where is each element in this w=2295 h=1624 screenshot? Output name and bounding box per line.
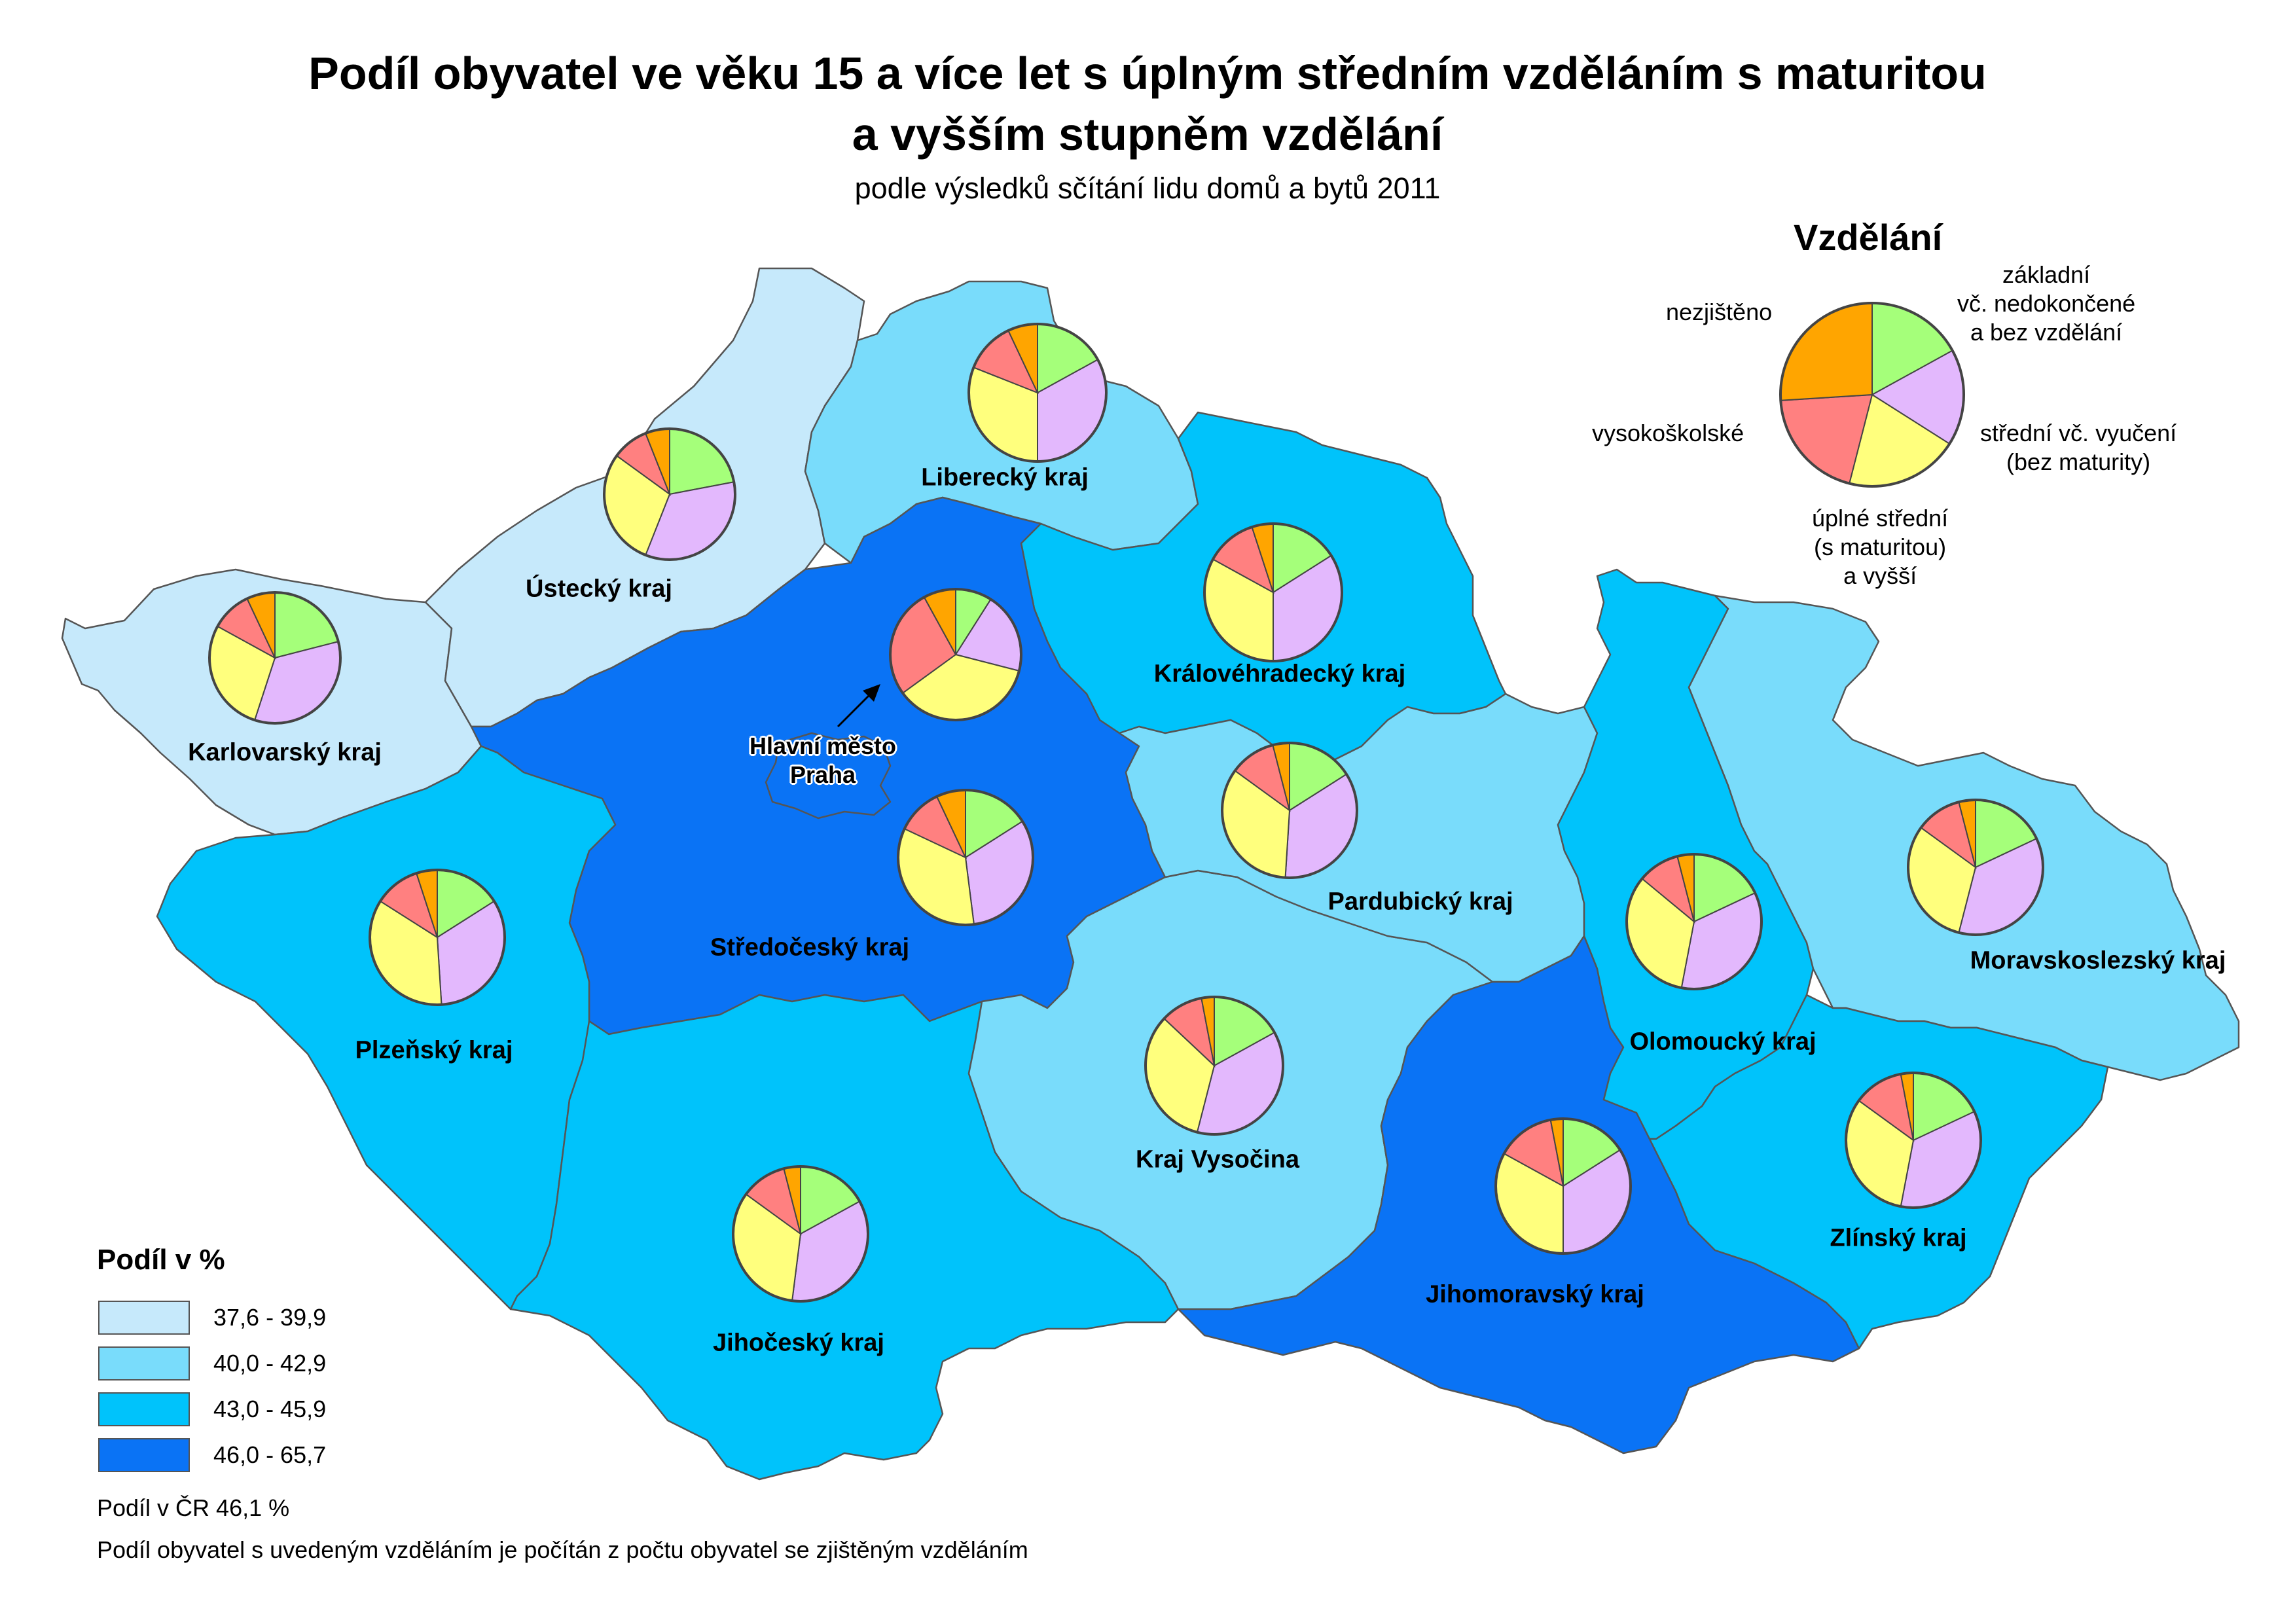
label-plzensky: Plzeňský kraj: [355, 1036, 513, 1064]
legend-swatch-1: [98, 1301, 190, 1335]
pie-legend-vysokoskolske: vysokoškolské: [1592, 419, 1744, 448]
pie-region-7-outline: [1221, 742, 1358, 879]
legend-text-2: 40,0 - 42,9: [213, 1350, 327, 1377]
legend-swatch-4: [98, 1438, 190, 1472]
label-stredocesky: Středočeský kraj: [710, 933, 910, 962]
pie-legend-chart-slice-nezjisteno: [1780, 302, 1873, 401]
label-pardubicky: Pardubický kraj: [1328, 888, 1513, 916]
pie-legend-title: Vzdělání: [1794, 217, 1943, 258]
pie-region-4-outline: [1203, 522, 1343, 662]
region-plzensky: [156, 745, 617, 1310]
pie-region-12-outline: [732, 1165, 869, 1303]
pie-region-2-outline: [603, 427, 736, 561]
pie-region-10-outline: [1907, 799, 2044, 936]
pie-legend-stredni-l1: střední vč. vyučení: [1980, 420, 2177, 446]
label-kralovehradecky: Královéhradecký kraj: [1153, 660, 1406, 688]
pie-legend-zakladni-l3: a bez vzdělání: [1970, 319, 2123, 346]
pie-region-6: [897, 789, 1034, 926]
legend-title: Podíl v %: [97, 1244, 225, 1276]
pie-legend-stredni-vyuceni: střední vč. vyučení (bez maturity): [1980, 419, 2177, 477]
map-title-line1: Podíl obyvatel ve věku 15 a více let s ú…: [308, 48, 1987, 99]
note-method: Podíl obyvatel s uvedeným vzděláním je p…: [97, 1536, 1028, 1563]
label-praha: Hlavní město Praha: [750, 732, 896, 789]
label-jihomoravsky: Jihomoravský kraj: [1426, 1280, 1644, 1308]
pie-legend-uplne-stredni: úplné střední (s maturitou) a vyšší: [1812, 504, 1948, 590]
legend-row-4: 46,0 - 65,7: [98, 1437, 326, 1473]
pie-region-1-outline: [208, 591, 342, 725]
pie-region-6-outline: [897, 789, 1034, 926]
pie-legend-vysokoskolske-l1: vysokoškolské: [1592, 420, 1744, 446]
pie-region-11-outline: [1144, 996, 1284, 1136]
pie-region-1: [208, 591, 342, 725]
pie-region-8-outline: [369, 869, 506, 1006]
legend-text-4: 46,0 - 65,7: [213, 1441, 327, 1468]
legend-swatch-2: [98, 1346, 190, 1380]
pie-legend-chart-outline: [1779, 302, 1965, 488]
label-ustecky: Ústecký kraj: [526, 575, 672, 603]
pie-region-5: [889, 588, 1022, 721]
label-karlovarsky: Karlovarský kraj: [188, 738, 382, 767]
pie-legend-uplne-l2: (s maturitou): [1814, 533, 1947, 560]
pie-region-3-outline: [967, 323, 1108, 463]
map-subtitle: podle výsledků sčítání lidu domů a bytů …: [854, 171, 1441, 205]
pie-legend-nezjisteno-l1: nezjištěno: [1666, 298, 1773, 325]
pie-region-14: [1845, 1072, 1982, 1209]
pie-region-12: [732, 1165, 869, 1303]
legend-text-1: 37,6 - 39,9: [213, 1304, 327, 1331]
pie-region-4: [1203, 522, 1343, 662]
pie-region-11: [1144, 996, 1284, 1136]
note-cr-share: Podíl v ČR 46,1 %: [97, 1494, 290, 1521]
label-zlinsky: Zlínský kraj: [1830, 1224, 1967, 1252]
pie-region-9-outline: [1625, 853, 1763, 990]
pie-region-7: [1221, 742, 1358, 879]
pie-region-2: [603, 427, 736, 561]
pie-region-10: [1907, 799, 2044, 936]
legend-swatch-3: [98, 1392, 190, 1426]
pie-legend-zakladni-l2: vč. nedokončené: [1957, 290, 2136, 317]
praha-arrow: [837, 693, 872, 728]
pie-legend-uplne-l1: úplné střední: [1812, 505, 1949, 532]
map-title-line2: a vyšším stupněm vzdělání: [852, 109, 1443, 160]
label-praha-line2: Praha: [789, 761, 856, 788]
legend-text-3: 43,0 - 45,9: [213, 1396, 327, 1422]
pie-region-5-outline: [889, 588, 1022, 721]
label-moravskoslezsky: Moravskoslezský kraj: [1970, 947, 2226, 975]
pie-legend-zakladni-l1: základní: [2002, 261, 2091, 288]
praha-arrowhead: [863, 684, 880, 702]
pie-region-13: [1494, 1117, 1632, 1255]
legend-row-1: 37,6 - 39,9: [98, 1299, 326, 1336]
label-olomoucky: Olomoucký kraj: [1629, 1028, 1816, 1056]
label-jihocesky: Jihočeský kraj: [713, 1329, 884, 1357]
pie-region-14-outline: [1845, 1072, 1982, 1209]
region-praha: [765, 732, 892, 820]
pie-legend-uplne-l3: a vyšší: [1843, 562, 1917, 589]
legend-row-2: 40,0 - 42,9: [98, 1345, 326, 1382]
pie-legend-chart: [1779, 302, 1965, 488]
pie-region-9: [1625, 853, 1763, 990]
label-vysocina: Kraj Vysočina: [1136, 1146, 1299, 1174]
pie-legend-nezjisteno: nezjištěno: [1666, 298, 1772, 327]
pie-legend-zakladni: základní vč. nedokončené a bez vzdělání: [1957, 261, 2135, 347]
pie-region-13-outline: [1494, 1117, 1632, 1255]
pie-region-8: [369, 869, 506, 1006]
pie-legend-stredni-l2: (bez maturity): [2006, 448, 2151, 475]
label-liberecky: Liberecký kraj: [921, 463, 1089, 492]
pie-region-3: [967, 323, 1108, 463]
legend-row-3: 43,0 - 45,9: [98, 1391, 326, 1428]
label-praha-line1: Hlavní město: [749, 732, 897, 759]
